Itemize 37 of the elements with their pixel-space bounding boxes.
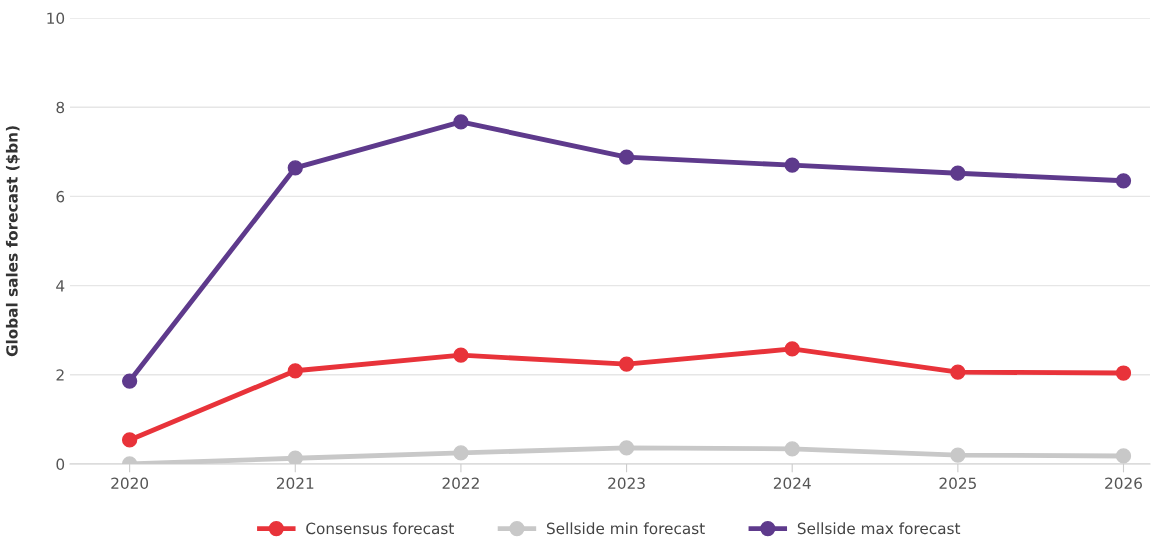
y-tick-label: 8: [56, 101, 65, 114]
x-tick-label: 2025: [939, 477, 976, 490]
point: [287, 363, 303, 379]
y-tick-label: 10: [47, 12, 65, 25]
x-tick-label: 2023: [608, 477, 645, 490]
x-tick-label: 2021: [276, 477, 314, 490]
y-axis-title: Global sales forecast ($bn): [5, 126, 20, 357]
point: [950, 364, 966, 380]
y-tick-label: 0: [56, 458, 65, 471]
y-tick-label: 6: [56, 190, 65, 203]
x-tick-label: 2020: [111, 477, 149, 490]
point: [784, 157, 800, 173]
x-tick-label: 2022: [442, 477, 479, 490]
legend-label: Consensus forecast: [306, 522, 454, 535]
point: [1115, 173, 1132, 189]
point: [287, 160, 303, 176]
point: [618, 440, 635, 456]
legend-label: Sellside max forecast: [797, 522, 961, 535]
point: [1115, 448, 1132, 464]
point: [121, 432, 138, 448]
y-tick-label: 2: [56, 369, 64, 381]
point: [618, 149, 635, 165]
point: [453, 445, 469, 461]
x-tick-label: 2024: [773, 477, 811, 490]
point: [1115, 365, 1132, 381]
x-tick-label: 2026: [1105, 477, 1142, 490]
point: [453, 347, 469, 363]
point: [121, 373, 138, 389]
point: [784, 441, 800, 457]
point: [950, 165, 966, 181]
point: [453, 114, 469, 130]
point: [287, 450, 303, 464]
point: [950, 447, 966, 463]
point: [618, 356, 635, 372]
legend-label: Sellside min forecast: [546, 522, 705, 535]
y-tick-label: 4: [56, 280, 65, 292]
point: [784, 341, 800, 357]
